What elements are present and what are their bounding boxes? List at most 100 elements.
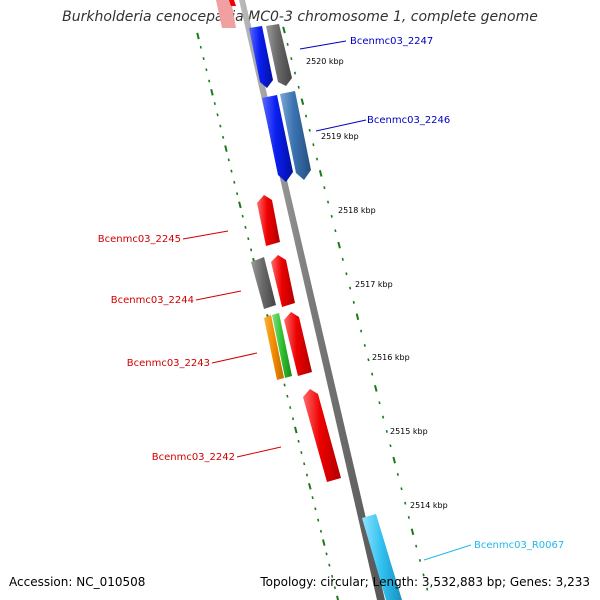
ruler-track-tick xyxy=(349,286,352,290)
inner-track-tick xyxy=(283,383,286,387)
ruler-label-2518: 2518 kbp xyxy=(338,206,376,215)
gene-red-2245 xyxy=(257,195,280,246)
gene-label-2245[interactable]: Bcenmc03_2245 xyxy=(98,234,181,245)
ruler-track-tick xyxy=(396,472,399,476)
inner-track-tick xyxy=(311,496,314,500)
gene-label-R0067[interactable]: Bcenmc03_R0067 xyxy=(474,540,564,551)
leader-line-2243 xyxy=(211,352,258,364)
ruler-label-2515: 2515 kbp xyxy=(390,427,428,436)
inner-track-tick xyxy=(205,68,208,72)
gene-label-2247[interactable]: Bcenmc03_2247 xyxy=(350,36,433,47)
ruler-track-tick xyxy=(334,229,337,233)
ruler-track-tick xyxy=(337,241,341,249)
ruler-label-2517: 2517 kbp xyxy=(355,280,393,289)
accession-text: Accession: NC_010508 xyxy=(9,575,146,589)
gene-label-2242[interactable]: Bcenmc03_2242 xyxy=(152,452,235,463)
ruler-track-tick xyxy=(290,57,293,61)
ruler-track-tick xyxy=(341,257,344,261)
inner-track-tick xyxy=(222,135,225,139)
ruler-track-tick xyxy=(374,385,378,392)
gene-green-2243 xyxy=(272,313,292,378)
ruler-label-2516: 2516 kbp xyxy=(372,353,410,362)
ruler-track-tick xyxy=(345,272,348,276)
inner-track-tick xyxy=(289,406,292,409)
chromosome-backbone xyxy=(239,0,385,600)
inner-track-tick xyxy=(308,482,312,490)
inner-track-tick xyxy=(303,462,306,466)
ruler-track-tick xyxy=(371,372,374,376)
gene-label-2243[interactable]: Bcenmc03_2243 xyxy=(127,358,210,369)
gene-red-2243 xyxy=(284,312,312,376)
inner-track-tick xyxy=(210,88,214,96)
gene-label-2244[interactable]: Bcenmc03_2244 xyxy=(111,295,194,306)
inner-track-tick xyxy=(325,552,328,556)
ruler-track-tick xyxy=(352,300,355,304)
ruler-track-tick xyxy=(389,444,392,448)
gene-blue-lower xyxy=(262,95,293,182)
ruler-track-tick xyxy=(293,71,297,75)
inner-track-tick xyxy=(241,214,244,218)
inner-track-tick xyxy=(230,169,233,173)
ruler-track-tick xyxy=(363,344,366,347)
gene-blue-upper xyxy=(249,26,273,88)
inner-track-tick xyxy=(328,563,331,567)
inner-track-tick xyxy=(294,426,298,434)
ruler-track-tick xyxy=(286,42,289,46)
ruler-track-tick xyxy=(323,186,326,190)
ruler-track-tick xyxy=(422,573,425,577)
ruler-label-2520: 2520 kbp xyxy=(306,57,344,66)
inner-track-tick xyxy=(319,529,323,533)
gene-top-partial xyxy=(216,0,236,28)
ruler-track-tick xyxy=(282,26,286,34)
ruler-track-tick xyxy=(415,544,418,548)
gene-orange-2243 xyxy=(264,315,284,380)
inner-track-tick xyxy=(236,192,239,196)
inner-track-tick xyxy=(238,201,242,209)
inner-track-tick xyxy=(300,451,303,454)
ruler-track-tick xyxy=(426,587,429,591)
ruler-track-tick xyxy=(410,528,415,536)
inner-track-tick xyxy=(199,45,202,49)
ruler-track-tick xyxy=(400,487,403,491)
ruler-track-tick xyxy=(378,401,381,405)
leader-line-2247 xyxy=(299,40,347,50)
gene-label-2246[interactable]: Bcenmc03_2246 xyxy=(367,115,450,126)
inner-track-tick xyxy=(196,32,200,40)
ruler-track-tick xyxy=(315,157,319,161)
inner-track-tick xyxy=(286,394,289,398)
gene-gray-upper xyxy=(266,24,292,86)
inner-track-tick xyxy=(202,57,205,60)
gene-skyblue-R0067 xyxy=(362,514,402,600)
inner-track-tick xyxy=(213,102,216,105)
inner-track-tick xyxy=(322,539,326,546)
inner-track-tick xyxy=(250,248,253,252)
ruler-track-tick xyxy=(326,200,330,204)
inner-track-tick xyxy=(216,113,219,117)
inner-track-tick xyxy=(331,574,334,578)
inner-track-tick xyxy=(314,507,317,511)
leader-line-2246 xyxy=(315,119,367,132)
inner-track-tick xyxy=(219,124,222,128)
inner-track-tick xyxy=(333,586,336,590)
inner-track-tick xyxy=(317,518,320,522)
gene-top-partial-red xyxy=(229,0,236,6)
inner-track-tick xyxy=(244,225,247,229)
ruler-track-tick xyxy=(318,170,323,177)
ruler-track-tick xyxy=(367,358,370,362)
ruler-track-tick xyxy=(308,128,311,132)
ruler-track-tick xyxy=(297,85,300,89)
map-title: Burkholderia cenocepacia MC0-3 chromosom… xyxy=(62,9,538,25)
ruler-track-tick xyxy=(360,329,363,333)
ruler-track-tick xyxy=(382,415,385,419)
leader-line-2244 xyxy=(195,290,242,301)
ruler-track-tick xyxy=(300,98,305,106)
inner-track-tick xyxy=(227,158,230,162)
inner-track-tick xyxy=(224,145,228,152)
ruler-label-2514: 2514 kbp xyxy=(410,501,448,510)
genome-summary-text: Topology: circular; Length: 3,532,883 bp… xyxy=(260,575,590,589)
ruler-track-tick xyxy=(330,214,333,218)
inner-track-tick xyxy=(233,180,236,184)
ruler-track-tick xyxy=(355,313,360,321)
